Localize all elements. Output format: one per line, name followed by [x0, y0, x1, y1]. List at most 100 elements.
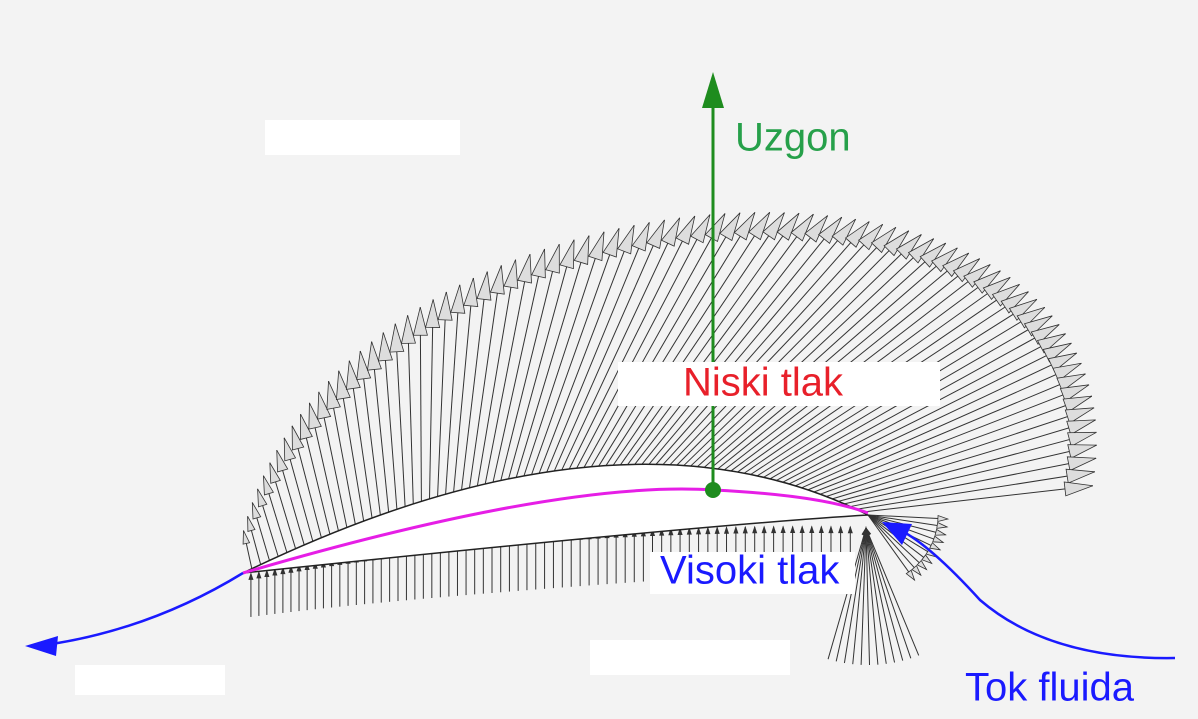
pressure-arrow	[371, 341, 390, 513]
arrowhead	[916, 559, 928, 571]
arrowhead	[714, 526, 720, 534]
arrowhead	[366, 341, 382, 371]
pressure-arrow	[690, 238, 935, 467]
arrowhead	[776, 212, 800, 241]
arrowhead	[907, 238, 935, 264]
arrowhead	[1016, 307, 1046, 329]
arrowhead	[804, 215, 829, 243]
pressure-arrow	[553, 219, 665, 472]
pressure-arrow	[445, 284, 461, 495]
arrowhead	[412, 307, 428, 336]
pressure-arrow	[382, 332, 398, 510]
arrowhead	[742, 525, 748, 534]
arrowhead	[818, 216, 843, 244]
blank-patch	[590, 640, 790, 675]
arrowhead	[1067, 444, 1097, 459]
arrowhead	[705, 526, 711, 535]
arrowhead	[283, 437, 297, 462]
low-pressure-label: Niski tlak	[683, 361, 844, 405]
pressure-arrow	[429, 299, 434, 499]
arrowhead	[828, 525, 834, 534]
flow-label: Tok fluida	[965, 666, 1135, 710]
pressure-arrow	[703, 247, 958, 468]
arrowhead	[1066, 456, 1097, 472]
pressure-arrow	[807, 373, 1086, 491]
pressure-arrow	[865, 527, 904, 661]
arrowhead	[931, 247, 958, 273]
arrowhead	[588, 231, 605, 262]
arrowhead	[686, 526, 692, 535]
arrowhead	[264, 569, 270, 577]
streamline	[44, 571, 244, 647]
arrowhead	[489, 265, 505, 295]
pressure-arrow	[826, 407, 1095, 497]
arrowhead	[719, 212, 741, 242]
arrowhead	[696, 526, 702, 535]
arrowhead	[1063, 481, 1093, 497]
arrowhead	[752, 525, 758, 534]
pressure-arrow	[484, 254, 531, 485]
arrowhead	[942, 252, 970, 278]
arrowhead	[762, 212, 785, 241]
arrowhead	[702, 72, 724, 108]
arrowhead	[300, 414, 313, 440]
arrowhead	[276, 449, 289, 473]
arrowhead	[503, 259, 519, 289]
label-box	[618, 362, 940, 406]
arrowhead	[733, 525, 739, 534]
pressure-arrow	[568, 215, 696, 470]
arrowhead	[747, 212, 771, 241]
arrowhead	[733, 212, 756, 241]
arrowhead	[668, 527, 674, 536]
arrowhead	[389, 323, 405, 353]
pressure-arrow	[801, 362, 1082, 489]
arrowhead	[248, 572, 254, 580]
pressure-arrow	[865, 527, 879, 665]
arrowhead	[1064, 407, 1095, 424]
arrowhead	[857, 223, 884, 251]
pressure-arrow	[867, 514, 927, 570]
arrowhead	[952, 258, 981, 283]
pressure-arrow	[437, 291, 447, 497]
arrowhead	[251, 502, 262, 520]
arrowhead	[356, 350, 372, 381]
arrowhead	[1052, 362, 1082, 382]
pressure-arrow	[590, 212, 741, 467]
arrowhead	[861, 526, 867, 536]
arrowhead	[870, 226, 897, 254]
arrowhead	[531, 248, 546, 279]
arrowhead	[425, 299, 441, 328]
arrowhead	[934, 528, 947, 536]
arrowhead	[847, 525, 853, 534]
arrowhead	[1059, 384, 1090, 403]
arrowhead	[280, 566, 286, 575]
center-of-pressure	[705, 482, 721, 498]
arrowhead	[790, 525, 796, 533]
arrowhead	[257, 488, 268, 508]
arrowhead	[25, 636, 58, 656]
pressure-arrow	[634, 215, 829, 465]
pressure-arrow	[683, 234, 922, 466]
arrowhead	[345, 360, 361, 390]
arrowhead	[317, 391, 332, 420]
arrowhead	[1030, 324, 1060, 345]
pressure-arrow	[394, 323, 406, 507]
blank-patch	[265, 120, 460, 155]
pressure-arrow	[627, 213, 814, 465]
pressure-arrow	[538, 225, 635, 474]
pressure-arrow	[843, 527, 867, 664]
pressure-arrow	[856, 471, 1095, 510]
pressure-arrow	[407, 315, 414, 504]
pressure-arrow	[862, 485, 1093, 513]
pressure-arrow	[492, 248, 546, 483]
arrowhead	[818, 525, 824, 534]
pressure-arrow	[669, 226, 897, 466]
pressure-arrow	[648, 218, 856, 465]
arrowhead	[1047, 352, 1077, 372]
pressure-arrow	[453, 278, 474, 493]
arrowhead	[799, 525, 805, 533]
arrowhead	[559, 239, 575, 270]
arrowhead	[476, 271, 492, 301]
arrowhead	[291, 425, 305, 451]
arrowhead	[288, 565, 294, 573]
